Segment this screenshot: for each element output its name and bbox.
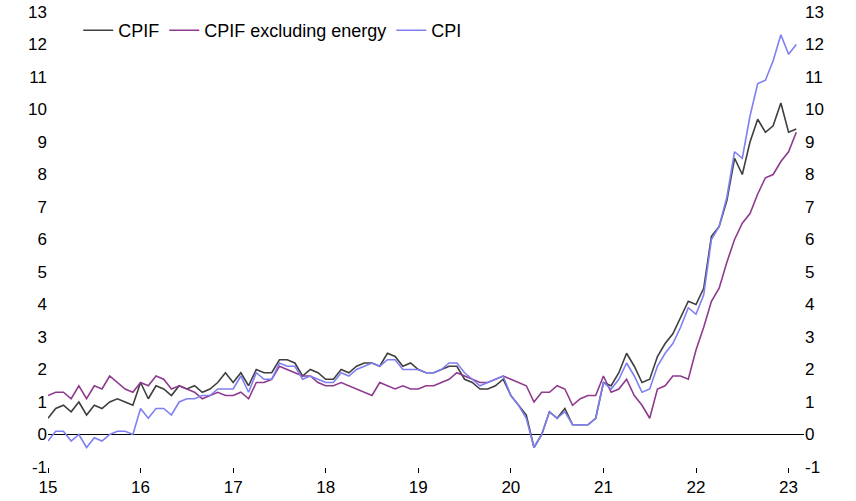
svg-text:4: 4 — [38, 295, 47, 314]
svg-text:3: 3 — [805, 328, 814, 347]
svg-text:12: 12 — [805, 35, 824, 54]
svg-text:7: 7 — [805, 198, 814, 217]
svg-text:11: 11 — [805, 68, 823, 87]
svg-text:9: 9 — [38, 133, 47, 152]
svg-text:23: 23 — [779, 478, 798, 497]
svg-text:8: 8 — [38, 165, 47, 184]
svg-text:18: 18 — [316, 478, 335, 497]
svg-text:CPIF excluding energy: CPIF excluding energy — [204, 21, 386, 41]
svg-text:13: 13 — [28, 3, 47, 22]
svg-text:6: 6 — [38, 230, 47, 249]
svg-text:11: 11 — [29, 68, 47, 87]
svg-text:5: 5 — [805, 263, 814, 282]
svg-text:0: 0 — [38, 425, 47, 444]
svg-text:13: 13 — [805, 3, 824, 22]
svg-text:6: 6 — [805, 230, 814, 249]
svg-text:19: 19 — [409, 478, 428, 497]
svg-text:2: 2 — [38, 360, 47, 379]
svg-text:17: 17 — [224, 478, 243, 497]
svg-text:7: 7 — [38, 198, 47, 217]
svg-text:10: 10 — [28, 100, 47, 119]
svg-text:9: 9 — [805, 133, 814, 152]
svg-text:2: 2 — [805, 360, 814, 379]
svg-text:4: 4 — [805, 295, 814, 314]
svg-text:CPI: CPI — [431, 21, 461, 41]
svg-text:1: 1 — [38, 393, 47, 412]
svg-text:12: 12 — [28, 35, 47, 54]
svg-text:3: 3 — [38, 328, 47, 347]
svg-text:21: 21 — [594, 478, 613, 497]
svg-text:CPIF: CPIF — [118, 21, 159, 41]
svg-text:8: 8 — [805, 165, 814, 184]
svg-text:-1: -1 — [32, 458, 47, 477]
svg-text:16: 16 — [131, 478, 150, 497]
svg-text:5: 5 — [38, 263, 47, 282]
svg-text:15: 15 — [39, 478, 58, 497]
svg-text:0: 0 — [805, 425, 814, 444]
svg-text:1: 1 — [805, 393, 814, 412]
svg-text:-1: -1 — [805, 458, 820, 477]
svg-text:10: 10 — [805, 100, 824, 119]
svg-text:20: 20 — [501, 478, 520, 497]
svg-text:22: 22 — [687, 478, 706, 497]
